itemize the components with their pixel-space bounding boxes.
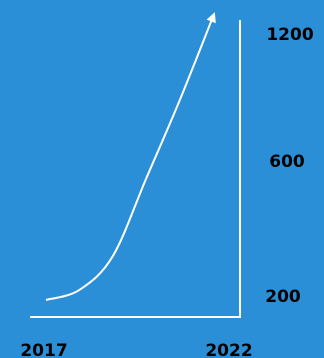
x-tick-label-2022: 2022: [205, 341, 252, 358]
y-tick-label-600: 600: [269, 152, 305, 172]
series-line: [46, 17, 213, 300]
x-tick-label-2017: 2017: [20, 341, 67, 358]
y-tick-label-200: 200: [265, 287, 301, 307]
y-tick-label-1200: 1200: [266, 25, 313, 45]
